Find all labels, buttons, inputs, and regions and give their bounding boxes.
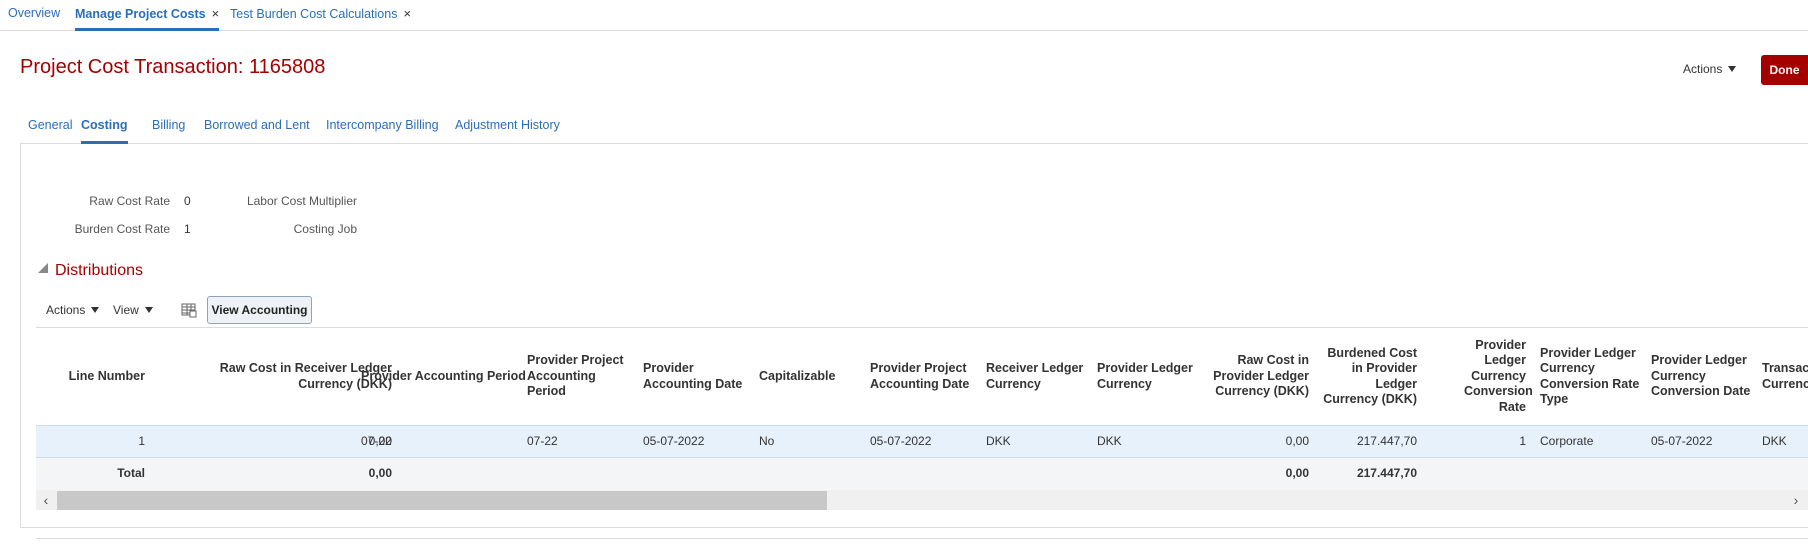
view-accounting-button[interactable]: View Accounting	[207, 296, 312, 324]
raw-cost-rate-label: Raw Cost Rate	[89, 194, 170, 208]
tab-billing[interactable]: Billing	[152, 118, 186, 132]
column-header-burdened-cost-provider[interactable]: Burdened Cost in Provider Ledger Currenc…	[1323, 345, 1417, 407]
page-title: Project Cost Transaction: 1165808	[20, 56, 326, 78]
tab-label: Test Burden Cost Calculations	[230, 7, 398, 21]
column-header-capitalizable[interactable]: Capitalizable	[759, 368, 836, 383]
total-raw-cost-receiver: 0,00	[368, 466, 392, 480]
tab-adjustment-history[interactable]: Adjustment History	[455, 118, 560, 132]
cell-burdened-cost-provider: 217.447,70	[1356, 434, 1417, 448]
sub-tab-bar: General Costing Billing Borrowed and Len…	[20, 116, 1808, 144]
total-burdened-cost-provider: 217.447,70	[1356, 466, 1417, 480]
tab-costing[interactable]: Costing	[81, 118, 128, 144]
done-button[interactable]: Done	[1761, 55, 1808, 85]
cell-conversion-date: 05-07-2022	[1651, 434, 1713, 448]
cell-conversion-rate: 1	[1519, 434, 1526, 448]
chevron-down-icon	[1728, 66, 1737, 72]
table-row[interactable]: 1 0,00 07-22 07-22 05-07-2022 No 05-07-2…	[36, 425, 1808, 458]
scroll-left-icon[interactable]: ‹	[43, 492, 49, 508]
cell-line-number: 1	[138, 434, 145, 448]
column-header-provider-accounting-date[interactable]: Provider Accounting Date	[643, 361, 743, 391]
table-total-row: Total 0,00 0,00 217.447,70	[36, 458, 1808, 491]
cell-provider-project-accounting-period: 07-22	[527, 434, 558, 448]
column-header-provider-project-accounting-period[interactable]: Provider Project Accounting Period	[527, 353, 624, 399]
horizontal-scrollbar[interactable]: ‹ ›	[36, 490, 1808, 510]
burden-cost-rate-label: Burden Cost Rate	[74, 222, 170, 236]
header-actions-menu[interactable]: Actions	[1683, 62, 1737, 76]
chevron-down-icon	[91, 307, 100, 313]
tab-manage-project-costs[interactable]: Manage Project Costs ×	[75, 6, 220, 31]
cell-raw-cost-provider: 0,00	[1285, 434, 1309, 448]
cell-capitalizable: No	[759, 434, 775, 448]
cell-provider-ledger-currency: DKK	[1097, 434, 1122, 448]
column-header-provider-accounting-period[interactable]: Provider Accounting Period	[361, 368, 526, 383]
column-header-raw-cost-receiver[interactable]: Raw Cost in Receiver Ledger Currency (DK…	[219, 361, 392, 391]
actions-label: Actions	[46, 303, 86, 317]
cell-receiver-ledger-currency: DKK	[986, 434, 1011, 448]
actions-label: Actions	[1683, 62, 1723, 76]
top-tab-bar: Overview Manage Project Costs × Test Burd…	[0, 0, 1808, 31]
total-raw-cost-provider: 0,00	[1285, 466, 1309, 480]
tab-overview[interactable]: Overview	[8, 6, 60, 31]
cell-provider-accounting-period: 07-22	[361, 434, 392, 448]
raw-cost-rate-value: 0	[184, 194, 191, 208]
scroll-right-icon[interactable]: ›	[1793, 492, 1799, 508]
cell-provider-accounting-date: 05-07-2022	[643, 434, 705, 448]
column-header-conversion-date[interactable]: Provider Ledger Currency Conversion Date	[1651, 353, 1751, 399]
freeze-columns-icon[interactable]	[181, 302, 197, 318]
tab-label: Overview	[8, 6, 61, 20]
column-header-line-number[interactable]: Line Number	[68, 368, 145, 383]
labor-cost-multiplier-label: Labor Cost Multiplier	[246, 194, 357, 208]
costing-panel	[20, 143, 1808, 528]
distributions-title: Distributions	[55, 262, 144, 279]
distributions-header[interactable]: Distributions	[38, 262, 143, 280]
distributions-table: Line Number Raw Cost in Receiver Ledger …	[36, 327, 1808, 511]
scrollbar-thumb[interactable]	[57, 491, 827, 510]
column-header-transaction-currency[interactable]: Transaction Currency	[1762, 361, 1808, 391]
column-header-provider-project-accounting-date[interactable]: Provider Project Accounting Date	[870, 361, 970, 391]
chevron-down-icon	[144, 307, 153, 313]
column-header-provider-ledger-currency[interactable]: Provider Ledger Currency	[1097, 361, 1193, 391]
cell-raw-cost-receiver: 0,00	[368, 434, 392, 448]
table-actions-menu[interactable]: Actions	[46, 303, 100, 317]
burden-cost-rate-value: 1	[184, 222, 191, 236]
cell-transaction-currency: DKK	[1762, 434, 1787, 448]
tab-label: Manage Project Costs	[75, 7, 206, 21]
cell-provider-project-accounting-date: 05-07-2022	[870, 434, 932, 448]
column-header-conversion-rate-type[interactable]: Provider Ledger Currency Conversion Rate…	[1540, 345, 1640, 407]
column-header-raw-cost-provider[interactable]: Raw Cost in Provider Ledger Currency (DK…	[1213, 353, 1309, 399]
view-label: View	[113, 303, 139, 317]
tab-test-burden-cost-calculations[interactable]: Test Burden Cost Calculations ×	[230, 6, 411, 31]
total-label: Total	[117, 466, 145, 480]
tab-intercompany-billing[interactable]: Intercompany Billing	[326, 118, 439, 132]
tab-general[interactable]: General	[28, 118, 73, 132]
tab-borrowed-and-lent[interactable]: Borrowed and Lent	[204, 118, 310, 132]
table-view-menu[interactable]: View	[113, 303, 153, 317]
column-header-receiver-ledger-currency[interactable]: Receiver Ledger Currency	[986, 361, 1084, 391]
cell-conversion-rate-type: Corporate	[1540, 434, 1594, 448]
close-icon[interactable]: ×	[211, 6, 220, 21]
costing-job-label: Costing Job	[293, 222, 357, 236]
column-header-conversion-rate[interactable]: Provider Ledger Currency Conversion Rate	[1464, 337, 1533, 414]
disclosure-triangle-icon[interactable]	[38, 263, 48, 273]
divider	[36, 538, 1808, 539]
close-icon[interactable]: ×	[403, 6, 412, 21]
